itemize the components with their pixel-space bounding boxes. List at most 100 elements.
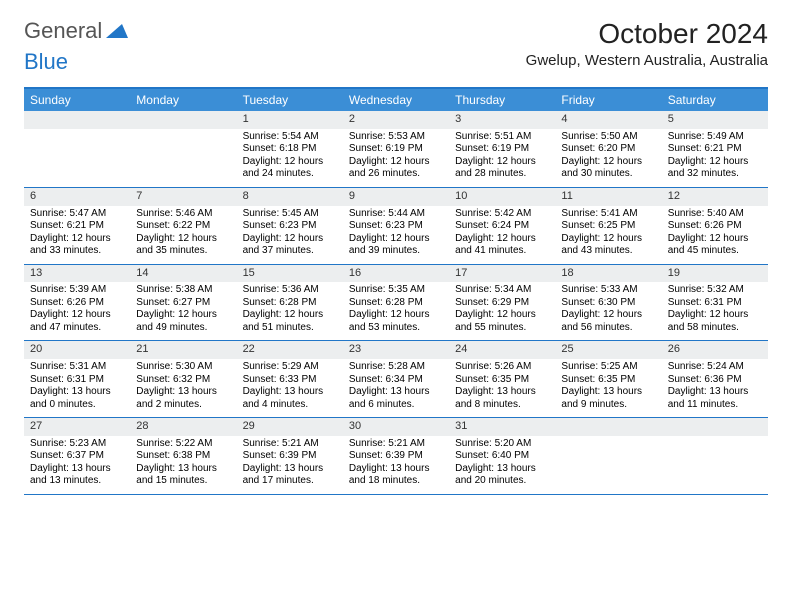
dayhead-fri: Friday: [555, 89, 661, 111]
daylight-text: Daylight: 13 hours and 2 minutes.: [136, 386, 230, 411]
sunset-text: Sunset: 6:23 PM: [349, 220, 443, 233]
sunrise-text: Sunrise: 5:51 AM: [455, 131, 549, 144]
day-cell: 22Sunrise: 5:29 AMSunset: 6:33 PMDayligh…: [237, 341, 343, 417]
day-number: 3: [449, 111, 555, 129]
day-number: 5: [662, 111, 768, 129]
day-cell: 19Sunrise: 5:32 AMSunset: 6:31 PMDayligh…: [662, 265, 768, 341]
triangle-icon: [106, 18, 128, 44]
day-body: Sunrise: 5:24 AMSunset: 6:36 PMDaylight:…: [662, 359, 768, 417]
day-cell: 7Sunrise: 5:46 AMSunset: 6:22 PMDaylight…: [130, 188, 236, 264]
daylight-text: Daylight: 12 hours and 58 minutes.: [668, 309, 762, 334]
sunset-text: Sunset: 6:26 PM: [668, 220, 762, 233]
day-number: 9: [343, 188, 449, 206]
daylight-text: Daylight: 13 hours and 15 minutes.: [136, 463, 230, 488]
weeks-container: 1Sunrise: 5:54 AMSunset: 6:18 PMDaylight…: [24, 111, 768, 495]
sunrise-text: Sunrise: 5:21 AM: [243, 438, 337, 451]
month-title: October 2024: [526, 18, 768, 50]
sunset-text: Sunset: 6:25 PM: [561, 220, 655, 233]
sunrise-text: Sunrise: 5:33 AM: [561, 284, 655, 297]
day-number: 10: [449, 188, 555, 206]
day-number-empty: [555, 418, 661, 436]
daylight-text: Daylight: 12 hours and 56 minutes.: [561, 309, 655, 334]
day-number: 27: [24, 418, 130, 436]
daylight-text: Daylight: 12 hours and 39 minutes.: [349, 233, 443, 258]
day-cell: [130, 111, 236, 187]
sunrise-text: Sunrise: 5:31 AM: [30, 361, 124, 374]
calendar: Sunday Monday Tuesday Wednesday Thursday…: [24, 87, 768, 495]
sunrise-text: Sunrise: 5:26 AM: [455, 361, 549, 374]
week-row: 13Sunrise: 5:39 AMSunset: 6:26 PMDayligh…: [24, 265, 768, 342]
daylight-text: Daylight: 13 hours and 4 minutes.: [243, 386, 337, 411]
day-number: 28: [130, 418, 236, 436]
day-cell: [24, 111, 130, 187]
dayhead-sun: Sunday: [24, 89, 130, 111]
sunrise-text: Sunrise: 5:42 AM: [455, 208, 549, 221]
sunset-text: Sunset: 6:38 PM: [136, 450, 230, 463]
day-body: Sunrise: 5:44 AMSunset: 6:23 PMDaylight:…: [343, 206, 449, 264]
day-body: Sunrise: 5:42 AMSunset: 6:24 PMDaylight:…: [449, 206, 555, 264]
dayhead-thu: Thursday: [449, 89, 555, 111]
day-body: Sunrise: 5:29 AMSunset: 6:33 PMDaylight:…: [237, 359, 343, 417]
day-body: Sunrise: 5:45 AMSunset: 6:23 PMDaylight:…: [237, 206, 343, 264]
day-cell: [662, 418, 768, 494]
week-row: 6Sunrise: 5:47 AMSunset: 6:21 PMDaylight…: [24, 188, 768, 265]
day-body: Sunrise: 5:54 AMSunset: 6:18 PMDaylight:…: [237, 129, 343, 187]
sunrise-text: Sunrise: 5:46 AM: [136, 208, 230, 221]
daylight-text: Daylight: 12 hours and 49 minutes.: [136, 309, 230, 334]
sunset-text: Sunset: 6:21 PM: [668, 143, 762, 156]
day-header-row: Sunday Monday Tuesday Wednesday Thursday…: [24, 89, 768, 111]
day-body: Sunrise: 5:46 AMSunset: 6:22 PMDaylight:…: [130, 206, 236, 264]
day-number: 30: [343, 418, 449, 436]
sunrise-text: Sunrise: 5:21 AM: [349, 438, 443, 451]
sunset-text: Sunset: 6:32 PM: [136, 374, 230, 387]
day-number: 31: [449, 418, 555, 436]
day-cell: 4Sunrise: 5:50 AMSunset: 6:20 PMDaylight…: [555, 111, 661, 187]
day-number: 4: [555, 111, 661, 129]
day-body: Sunrise: 5:21 AMSunset: 6:39 PMDaylight:…: [343, 436, 449, 494]
sunset-text: Sunset: 6:26 PM: [30, 297, 124, 310]
sunrise-text: Sunrise: 5:25 AM: [561, 361, 655, 374]
day-body: Sunrise: 5:26 AMSunset: 6:35 PMDaylight:…: [449, 359, 555, 417]
day-cell: 9Sunrise: 5:44 AMSunset: 6:23 PMDaylight…: [343, 188, 449, 264]
sunrise-text: Sunrise: 5:49 AM: [668, 131, 762, 144]
sunset-text: Sunset: 6:18 PM: [243, 143, 337, 156]
sunset-text: Sunset: 6:27 PM: [136, 297, 230, 310]
day-number: 17: [449, 265, 555, 283]
sunrise-text: Sunrise: 5:23 AM: [30, 438, 124, 451]
day-number-empty: [130, 111, 236, 129]
day-cell: 10Sunrise: 5:42 AMSunset: 6:24 PMDayligh…: [449, 188, 555, 264]
sunset-text: Sunset: 6:39 PM: [349, 450, 443, 463]
sunset-text: Sunset: 6:33 PM: [243, 374, 337, 387]
dayhead-sat: Saturday: [662, 89, 768, 111]
sunset-text: Sunset: 6:36 PM: [668, 374, 762, 387]
day-number: 2: [343, 111, 449, 129]
logo-text-1: General: [24, 18, 102, 44]
sunset-text: Sunset: 6:31 PM: [30, 374, 124, 387]
day-body: Sunrise: 5:31 AMSunset: 6:31 PMDaylight:…: [24, 359, 130, 417]
day-cell: 1Sunrise: 5:54 AMSunset: 6:18 PMDaylight…: [237, 111, 343, 187]
day-number: 26: [662, 341, 768, 359]
daylight-text: Daylight: 13 hours and 8 minutes.: [455, 386, 549, 411]
sunrise-text: Sunrise: 5:40 AM: [668, 208, 762, 221]
sunrise-text: Sunrise: 5:38 AM: [136, 284, 230, 297]
sunrise-text: Sunrise: 5:45 AM: [243, 208, 337, 221]
day-cell: 14Sunrise: 5:38 AMSunset: 6:27 PMDayligh…: [130, 265, 236, 341]
day-cell: 2Sunrise: 5:53 AMSunset: 6:19 PMDaylight…: [343, 111, 449, 187]
day-cell: 5Sunrise: 5:49 AMSunset: 6:21 PMDaylight…: [662, 111, 768, 187]
daylight-text: Daylight: 13 hours and 0 minutes.: [30, 386, 124, 411]
day-body: Sunrise: 5:53 AMSunset: 6:19 PMDaylight:…: [343, 129, 449, 187]
daylight-text: Daylight: 13 hours and 18 minutes.: [349, 463, 443, 488]
day-cell: 31Sunrise: 5:20 AMSunset: 6:40 PMDayligh…: [449, 418, 555, 494]
day-number: 23: [343, 341, 449, 359]
sunset-text: Sunset: 6:40 PM: [455, 450, 549, 463]
sunrise-text: Sunrise: 5:36 AM: [243, 284, 337, 297]
sunrise-text: Sunrise: 5:50 AM: [561, 131, 655, 144]
sunset-text: Sunset: 6:39 PM: [243, 450, 337, 463]
day-body: Sunrise: 5:34 AMSunset: 6:29 PMDaylight:…: [449, 282, 555, 340]
daylight-text: Daylight: 12 hours and 24 minutes.: [243, 156, 337, 181]
sunrise-text: Sunrise: 5:24 AM: [668, 361, 762, 374]
daylight-text: Daylight: 12 hours and 47 minutes.: [30, 309, 124, 334]
logo-text-2-wrap: Blue: [24, 49, 768, 75]
day-body: Sunrise: 5:35 AMSunset: 6:28 PMDaylight:…: [343, 282, 449, 340]
day-body: Sunrise: 5:41 AMSunset: 6:25 PMDaylight:…: [555, 206, 661, 264]
